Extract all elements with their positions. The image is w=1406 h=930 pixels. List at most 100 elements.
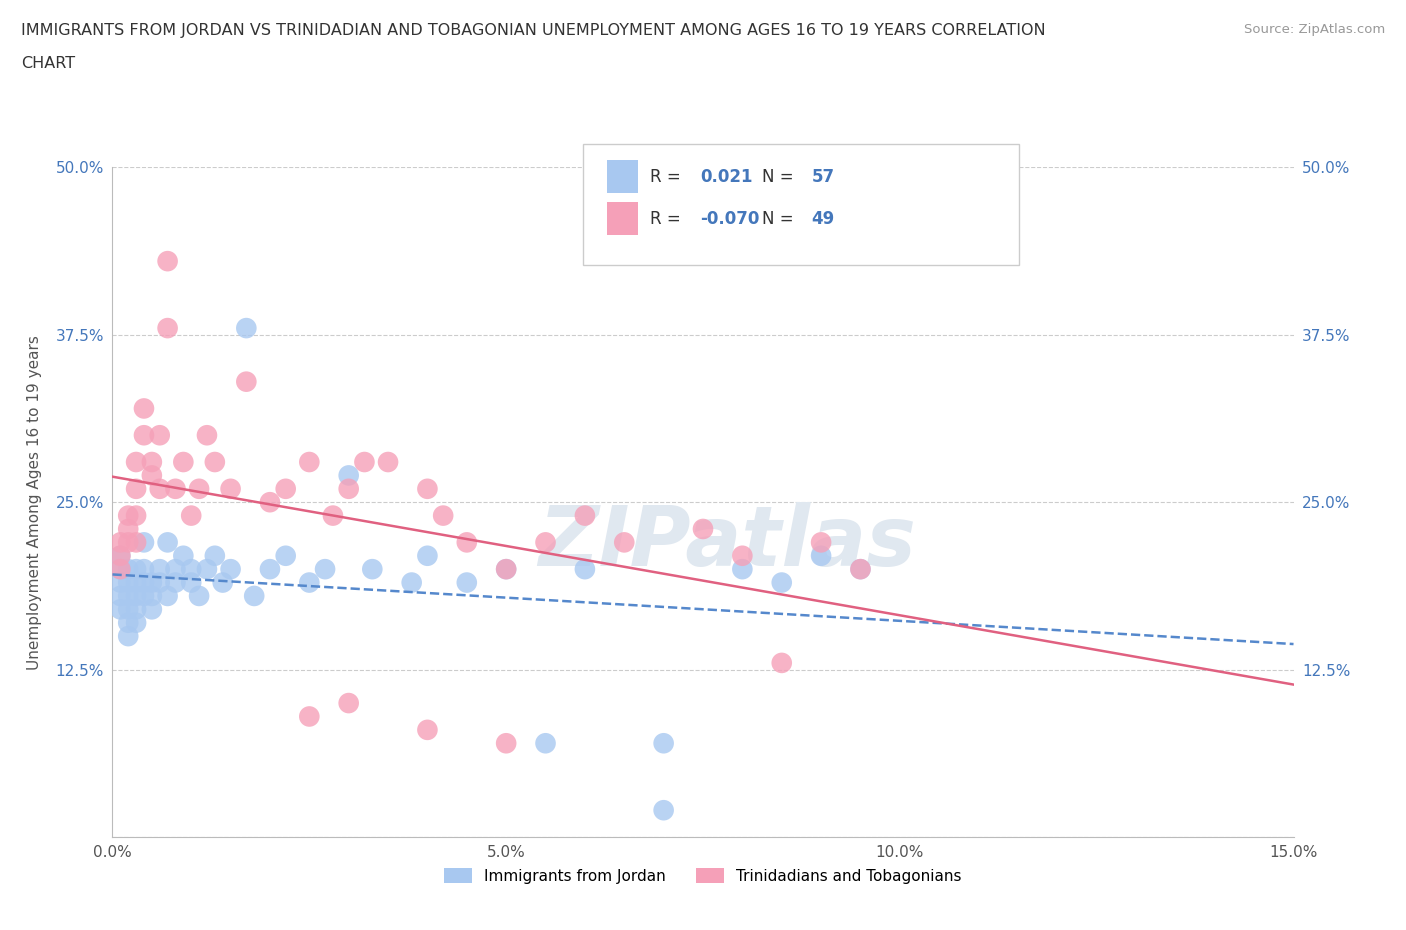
Point (337, 482, 360, 497)
Point (211, 575, 233, 590)
Point (495, 736, 517, 751)
Point (132, 401, 155, 416)
Point (125, 575, 148, 590)
Point (810, 535, 832, 550)
Point (117, 562, 139, 577)
Point (165, 482, 187, 497)
Text: ZIPatlas: ZIPatlas (537, 502, 915, 583)
Point (652, 736, 675, 751)
Text: CHART: CHART (21, 56, 75, 71)
Point (219, 482, 242, 497)
Point (314, 562, 336, 577)
Point (534, 736, 557, 751)
Point (416, 549, 439, 564)
Point (141, 602, 163, 617)
Point (125, 602, 148, 617)
Point (125, 616, 148, 631)
Point (401, 575, 423, 590)
Point (117, 616, 139, 631)
Point (456, 535, 478, 550)
Point (219, 562, 242, 577)
Text: IMMIGRANTS FROM JORDAN VS TRINIDADIAN AND TOBAGONIAN UNEMPLOYMENT AMONG AGES 16 : IMMIGRANTS FROM JORDAN VS TRINIDADIAN AN… (21, 23, 1046, 38)
Point (132, 575, 155, 590)
Point (353, 455, 375, 470)
Point (125, 455, 148, 470)
Point (110, 562, 132, 577)
Point (156, 535, 179, 550)
Point (770, 575, 793, 590)
Point (534, 535, 557, 550)
Point (110, 562, 132, 577)
Point (731, 562, 754, 577)
Text: 0.021: 0.021 (700, 167, 752, 186)
Point (235, 374, 257, 389)
Point (574, 562, 596, 577)
Point (149, 428, 172, 443)
Point (416, 482, 439, 497)
Point (156, 254, 179, 269)
Point (180, 575, 202, 590)
Point (125, 562, 148, 577)
Point (141, 589, 163, 604)
Point (180, 562, 202, 577)
Point (432, 508, 454, 523)
Text: 49: 49 (811, 209, 835, 228)
Text: 57: 57 (811, 167, 834, 186)
Point (165, 562, 187, 577)
Point (117, 508, 139, 523)
Point (235, 321, 257, 336)
Point (322, 508, 344, 523)
Text: -0.070: -0.070 (700, 209, 759, 228)
Point (188, 589, 211, 604)
Point (156, 321, 179, 336)
Point (204, 455, 226, 470)
Point (117, 575, 139, 590)
Point (652, 803, 675, 817)
Point (141, 455, 163, 470)
Point (149, 562, 172, 577)
Point (117, 589, 139, 604)
Point (125, 482, 148, 497)
Point (259, 562, 281, 577)
Point (770, 656, 793, 671)
Point (117, 522, 139, 537)
Point (149, 482, 172, 497)
Point (117, 629, 139, 644)
Point (132, 428, 155, 443)
Point (274, 482, 297, 497)
Point (731, 549, 754, 564)
Point (117, 602, 139, 617)
Point (377, 455, 399, 470)
Point (810, 549, 832, 564)
Point (141, 575, 163, 590)
Point (613, 535, 636, 550)
Point (337, 696, 360, 711)
Point (188, 482, 211, 497)
Point (125, 508, 148, 523)
Point (456, 575, 478, 590)
Text: R =: R = (650, 167, 686, 186)
Point (574, 508, 596, 523)
Point (204, 549, 226, 564)
Point (361, 562, 384, 577)
Point (849, 562, 872, 577)
Point (117, 535, 139, 550)
Point (125, 535, 148, 550)
Point (110, 549, 132, 564)
Text: Source: ZipAtlas.com: Source: ZipAtlas.com (1244, 23, 1385, 36)
Text: N =: N = (762, 167, 799, 186)
Point (110, 589, 132, 604)
Point (259, 495, 281, 510)
Point (243, 589, 266, 604)
Point (849, 562, 872, 577)
Point (172, 549, 194, 564)
Y-axis label: Unemployment Among Ages 16 to 19 years: Unemployment Among Ages 16 to 19 years (27, 335, 42, 670)
Point (149, 575, 172, 590)
Point (165, 575, 187, 590)
Point (195, 428, 218, 443)
Point (110, 602, 132, 617)
Legend: Immigrants from Jordan, Trinidadians and Tobagonians: Immigrants from Jordan, Trinidadians and… (439, 861, 967, 890)
Point (110, 575, 132, 590)
Point (172, 455, 194, 470)
Point (495, 562, 517, 577)
